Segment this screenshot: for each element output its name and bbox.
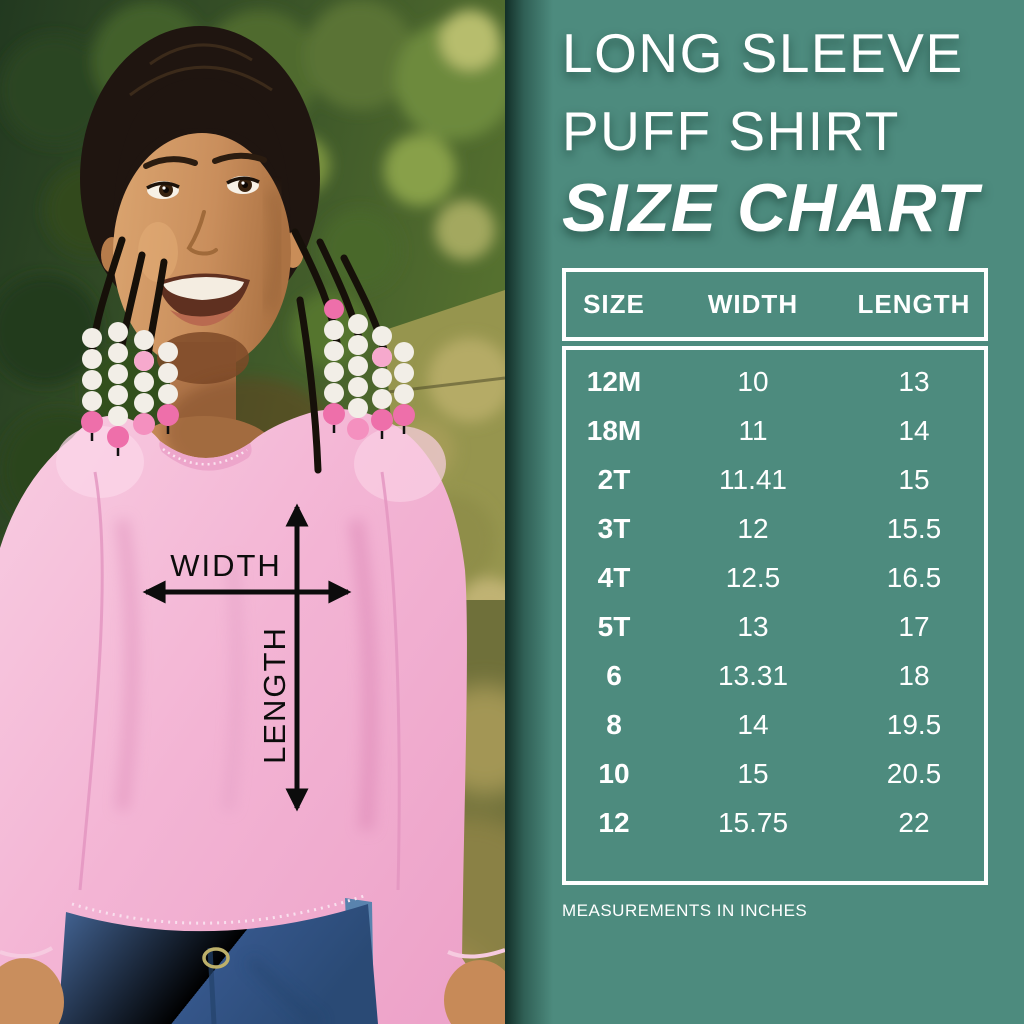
- hands: [0, 946, 505, 1024]
- title-line-2: PUFF SHIRT: [562, 100, 900, 162]
- cell-size: 6: [606, 659, 622, 691]
- pink-puff-shirt: [0, 408, 505, 1024]
- column-header-size: SIZE: [583, 289, 645, 319]
- cell-width: 13: [737, 610, 769, 642]
- cell-width: 13.31: [717, 659, 789, 691]
- panel-left-shadow: [505, 0, 553, 1024]
- title-line-1: LONG SLEEVE: [562, 22, 964, 84]
- cell-length: 20.5: [886, 757, 942, 789]
- table-row: 8 14 19.5: [566, 700, 984, 749]
- cell-width: 12: [737, 512, 769, 544]
- cell-width: 11: [738, 414, 768, 446]
- braids-and-beads: [81, 228, 415, 474]
- model-photo: WIDTH LENGTH: [0, 0, 505, 1024]
- table-header: SIZE WIDTH LENGTH: [562, 268, 988, 341]
- smile: [157, 273, 250, 326]
- cell-length: 18: [898, 659, 930, 691]
- measurement-arrows: [142, 503, 352, 812]
- table-row: 12 15.75 22: [566, 798, 984, 847]
- bead-strings-left: [81, 322, 179, 456]
- cell-length: 19.5: [886, 708, 942, 740]
- cell-width: 12.5: [725, 561, 781, 593]
- width-label: WIDTH: [170, 548, 282, 583]
- cell-size: 2T: [597, 463, 631, 495]
- photo-illustration: [0, 0, 505, 1024]
- size-chart-table: SIZE WIDTH LENGTH 12M 10 13 18M 11 14 2T…: [562, 268, 988, 885]
- cell-length: 15: [898, 463, 930, 495]
- cell-width: 10: [737, 365, 769, 397]
- cell-size: 12: [598, 806, 630, 838]
- cell-width: 14: [737, 708, 769, 740]
- title-line-3: SIZE CHART: [562, 170, 979, 246]
- page-title: LONG SLEEVE PUFF SHIRT SIZE CHART: [562, 14, 979, 246]
- bead-strings-right: [323, 299, 415, 440]
- cell-length: 16.5: [886, 561, 942, 593]
- cell-length: 15.5: [886, 512, 942, 544]
- table-row: 3T 12 15.5: [566, 504, 984, 553]
- cell-width: 11.41: [719, 463, 787, 495]
- cell-size: 10: [598, 757, 630, 789]
- table-row: 6 13.31 18: [566, 651, 984, 700]
- table-row: 18M 11 14: [566, 406, 984, 455]
- table-body: 12M 10 13 18M 11 14 2T 11.41 15 3T 12: [562, 346, 988, 885]
- cell-length: 14: [898, 414, 930, 446]
- cell-size: 4T: [597, 561, 631, 593]
- blue-jeans: [58, 894, 378, 1024]
- table-row: 2T 11.41 15: [566, 455, 984, 504]
- cell-length: 22: [898, 806, 930, 838]
- cell-size: 18M: [586, 414, 642, 446]
- eyes: [146, 176, 260, 199]
- units-note: MEASUREMENTS IN INCHES: [562, 901, 808, 920]
- table-row: 10 15 20.5: [566, 749, 984, 798]
- size-chart-panel: LONG SLEEVE PUFF SHIRT SIZE CHART SIZE W…: [505, 0, 1024, 1024]
- cell-size: 12M: [586, 365, 642, 397]
- column-header-width: WIDTH: [707, 289, 799, 319]
- cell-size: 8: [606, 708, 622, 740]
- cell-length: 13: [898, 365, 930, 397]
- cell-size: 3T: [597, 512, 631, 544]
- table-row: 5T 13 17: [566, 602, 984, 651]
- cell-size: 5T: [597, 610, 631, 642]
- cell-width: 15: [737, 757, 769, 789]
- table-row: 4T 12.5 16.5: [566, 553, 984, 602]
- cell-length: 17: [898, 610, 930, 642]
- cell-width: 15.75: [717, 806, 789, 838]
- length-label: LENGTH: [257, 626, 292, 764]
- table-row: 12M 10 13: [566, 357, 984, 406]
- column-header-length: LENGTH: [857, 289, 971, 319]
